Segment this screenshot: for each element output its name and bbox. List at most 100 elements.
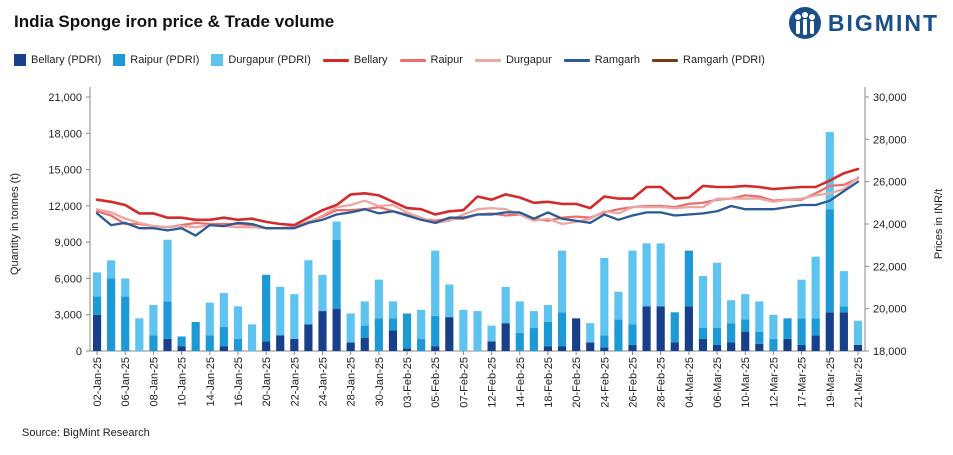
bar-raipur-pdri	[755, 331, 764, 344]
bar-raipur-pdri	[529, 328, 538, 351]
bar-raipur-pdri	[557, 312, 567, 347]
bar-bellary-pdri	[572, 318, 581, 351]
x-axis-tick-label: 07-Feb-25	[458, 357, 470, 408]
bar-bellary-pdri	[557, 346, 567, 351]
bar-bellary-pdri	[332, 308, 341, 351]
x-axis-tick-label: 24-Jan-25	[318, 357, 330, 407]
legend-item-ramgarh-pdri: Ramgarh (PDRI)	[652, 54, 765, 66]
left-axis-tick-label: 6,000	[54, 273, 82, 285]
bar-raipur-pdri	[600, 335, 609, 348]
legend-label-raipur-pdri: Raipur (PDRI)	[130, 54, 200, 66]
bar-bellary-pdri	[586, 342, 595, 351]
bar-bellary-pdri	[628, 344, 637, 351]
bar-bellary-pdri	[445, 317, 454, 351]
bar-raipur-pdri	[417, 338, 426, 351]
legend-swatch-raipur-pdri	[113, 54, 126, 66]
bar-durgapur-pdri	[755, 301, 764, 332]
bar-bellary-pdri	[825, 312, 834, 351]
x-axis-tick-label: 22-Jan-25	[289, 357, 301, 407]
bar-durgapur-pdri	[121, 278, 130, 297]
bar-durgapur-pdri	[360, 301, 369, 326]
bar-bellary-pdri	[304, 324, 313, 351]
bar-raipur-pdri	[839, 306, 848, 313]
x-axis-tick-label: 20-Feb-25	[571, 357, 583, 408]
legend-item-bellary: Bellary	[322, 54, 388, 66]
bar-durgapur-pdri	[698, 276, 708, 329]
bar-durgapur-pdri	[769, 314, 778, 339]
bar-bellary-pdri	[402, 348, 412, 351]
bar-bellary-pdri	[262, 341, 271, 351]
left-axis-tick-label: 0	[76, 346, 82, 358]
bar-raipur-pdri	[191, 321, 200, 351]
bar-durgapur-pdri	[149, 305, 158, 336]
bar-durgapur-pdri	[656, 243, 665, 307]
bar-raipur-pdri	[149, 335, 158, 351]
bigmint-logo-icon	[788, 7, 821, 39]
bar-bellary-pdri	[487, 341, 496, 351]
bar-durgapur-pdri	[459, 309, 468, 351]
bar-raipur-pdri	[107, 278, 116, 351]
legend-line-ramgarh	[563, 58, 590, 62]
x-axis-tick-label: 10-Jan-25	[177, 357, 189, 407]
bar-durgapur-pdri	[825, 132, 834, 210]
bar-durgapur-pdri	[107, 260, 116, 279]
right-axis-tick-label: 28,000	[873, 134, 907, 146]
bar-raipur-pdri	[121, 296, 130, 351]
x-axis-tick-label: 24-Feb-25	[599, 357, 611, 408]
x-axis-tick-label: 28-Feb-25	[656, 357, 668, 408]
logo-wordmark: BIGMINT	[827, 9, 939, 36]
x-axis-tick-label: 18-Feb-25	[543, 357, 555, 408]
x-axis-tick-label: 04-Mar-25	[684, 357, 696, 408]
bar-durgapur-pdri	[642, 243, 651, 307]
bar-durgapur-pdri	[417, 309, 426, 339]
x-axis-tick-label: 16-Jan-25	[233, 357, 245, 407]
legend-swatch-bellary-pdri	[14, 54, 26, 66]
right-axis-tick-label: 18,000	[873, 346, 907, 358]
bar-durgapur-pdri	[515, 301, 524, 333]
bar-durgapur-pdri	[487, 325, 496, 342]
bar-raipur-pdri	[670, 312, 679, 343]
x-axis-tick-label: 21-Mar-25	[853, 357, 865, 408]
bar-durgapur-pdri	[543, 305, 553, 322]
left-axis-tick-label: 18,000	[48, 128, 82, 140]
right-axis-tick-label: 20,000	[873, 304, 907, 316]
bar-durgapur-pdri	[388, 301, 398, 319]
x-axis-tick-label: 06-Mar-25	[712, 357, 724, 408]
bar-bellary-pdri	[811, 335, 820, 351]
bar-bellary-pdri	[431, 346, 440, 351]
bar-durgapur-pdri	[586, 323, 595, 343]
legend-item-bellary-pdri: Bellary (PDRI)	[14, 54, 101, 66]
bar-raipur-pdri	[374, 318, 383, 351]
right-axis-tick-label: 26,000	[873, 177, 907, 189]
bar-bellary-pdri	[177, 346, 186, 351]
bar-raipur-pdri	[205, 335, 214, 351]
x-axis-tick-label: 05-Feb-25	[430, 357, 442, 408]
bar-durgapur-pdri	[600, 257, 609, 336]
bar-raipur-pdri	[628, 324, 637, 345]
bar-raipur-pdri	[163, 301, 172, 339]
legend-item-raipur: Raipur	[399, 54, 463, 66]
bar-bellary-pdri	[219, 346, 228, 351]
legend-line-durgapur	[474, 58, 501, 62]
bar-raipur-pdri	[741, 319, 750, 332]
legend-item-durgapur: Durgapur	[474, 54, 552, 66]
source-note: Source: BigMint Research	[22, 427, 150, 439]
bar-bellary-pdri	[543, 346, 553, 351]
x-axis-tick-label: 17-Mar-25	[797, 357, 809, 408]
legend-label-durgapur: Durgapur	[505, 54, 552, 66]
legend-line-bellary	[322, 58, 349, 62]
bar-raipur-pdri	[360, 325, 369, 338]
bar-durgapur-pdri	[853, 320, 863, 345]
left-axis-tick-label: 21,000	[48, 92, 82, 104]
bar-durgapur-pdri	[135, 318, 144, 351]
x-axis-tick-label: 12-Feb-25	[487, 357, 499, 408]
bar-raipur-pdri	[698, 328, 708, 339]
right-axis-tick-label: 30,000	[873, 92, 907, 104]
bar-durgapur-pdri	[163, 239, 172, 302]
legend-swatch-durgapur-pdri	[211, 54, 224, 66]
legend-label-bellary: Bellary	[353, 54, 388, 66]
left-axis-tick-label: 12,000	[48, 201, 82, 213]
bar-raipur-pdri	[783, 318, 792, 339]
bar-durgapur-pdri	[628, 250, 637, 325]
legend-item-durgapur-pdri: Durgapur (PDRI)	[211, 54, 311, 66]
